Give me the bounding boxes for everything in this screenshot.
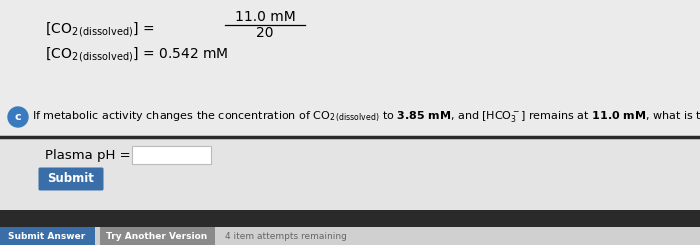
- Text: Try Another Version: Try Another Version: [106, 232, 208, 241]
- FancyBboxPatch shape: [0, 227, 700, 245]
- Text: [CO$_{2\,\mathrm{(dissolved)}}$] =: [CO$_{2\,\mathrm{(dissolved)}}$] =: [45, 21, 155, 39]
- Text: 11.0 mM: 11.0 mM: [234, 10, 295, 24]
- FancyBboxPatch shape: [0, 227, 95, 245]
- Text: [CO$_{2\,\mathrm{(dissolved)}}$] = 0.542 mM: [CO$_{2\,\mathrm{(dissolved)}}$] = 0.542…: [45, 46, 228, 64]
- Text: Submit: Submit: [48, 172, 94, 185]
- FancyBboxPatch shape: [38, 168, 104, 191]
- Circle shape: [8, 107, 28, 127]
- FancyBboxPatch shape: [0, 210, 700, 227]
- Text: Submit Answer: Submit Answer: [8, 232, 85, 241]
- FancyBboxPatch shape: [132, 147, 211, 163]
- Text: 4 item attempts remaining: 4 item attempts remaining: [225, 232, 347, 241]
- FancyBboxPatch shape: [0, 0, 700, 137]
- FancyBboxPatch shape: [0, 137, 700, 210]
- Text: c: c: [15, 112, 21, 122]
- Text: If metabolic activity changes the concentration of CO$_{2\,\mathrm{(dissolved)}}: If metabolic activity changes the concen…: [32, 110, 700, 124]
- FancyBboxPatch shape: [100, 227, 215, 245]
- Text: Plasma pH =: Plasma pH =: [45, 148, 131, 161]
- Text: 20: 20: [256, 26, 274, 40]
